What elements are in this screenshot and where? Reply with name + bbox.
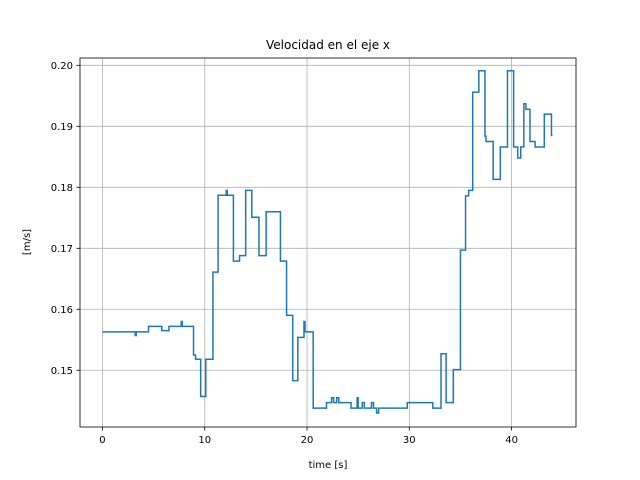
x-tick-label: 0 xyxy=(99,435,105,446)
x-tick-label: 20 xyxy=(301,435,314,446)
y-axis: 0.15 0.16 0.17 0.18 0.19 0.20 xyxy=(51,61,80,377)
y-tick-label: 0.16 xyxy=(51,305,73,316)
series-line-group xyxy=(102,70,553,414)
x-axis-title: time [s] xyxy=(309,460,348,471)
y-tick-label: 0.20 xyxy=(51,61,73,72)
y-axis-title: [m/s] xyxy=(22,229,33,255)
y-tick-label: 0.18 xyxy=(51,183,73,194)
y-tick-label: 0.17 xyxy=(51,244,73,255)
chart-title: Velocidad en el eje x xyxy=(266,38,390,52)
y-tick-label: 0.15 xyxy=(51,366,73,377)
series-line xyxy=(102,70,553,414)
x-tick-label: 40 xyxy=(505,435,518,446)
x-tick-label: 10 xyxy=(198,435,211,446)
plot-frame xyxy=(79,57,577,428)
y-tick-label: 0.19 xyxy=(51,122,73,133)
grid xyxy=(80,58,576,427)
x-tick-label: 30 xyxy=(403,435,416,446)
x-axis: 0 10 20 30 40 xyxy=(99,427,518,446)
